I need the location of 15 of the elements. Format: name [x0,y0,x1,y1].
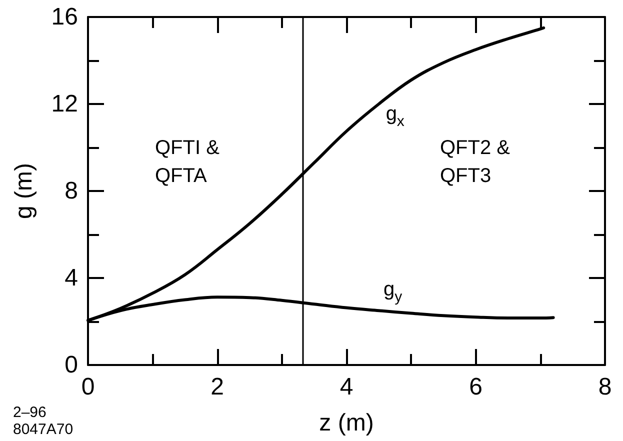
y-tick-label: 16 [51,4,78,30]
x-tick-label: 0 [81,374,95,400]
x-axis-title: z (m) [319,410,374,436]
text: 2–96 8047A70 [13,404,74,438]
y-tick-label: 8 [64,178,78,204]
x-tick-label: 4 [340,374,354,400]
y-axis-title: g (m) [10,163,38,219]
y-tick-label: 4 [64,264,78,292]
x-tick-label: 8 [598,374,612,400]
y-tick-label: 12 [51,90,78,118]
y-tick-label: 0 [64,352,78,378]
x-tick-label: 2 [210,374,224,400]
annotation: QFTI & QFTA [155,137,220,187]
x-tick-label: 6 [469,374,482,400]
annotation: QFT2 & QFT3 [440,137,511,187]
